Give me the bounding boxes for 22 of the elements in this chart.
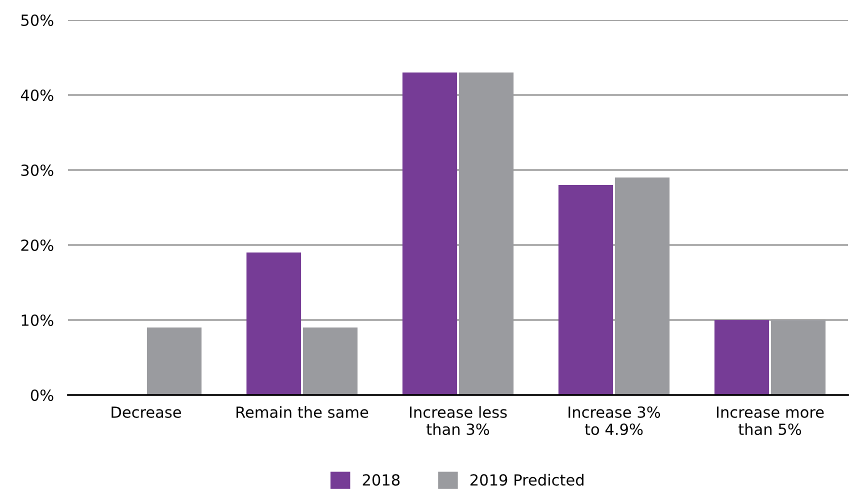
bar [402, 72, 458, 395]
y-tick-label: 40% [20, 89, 54, 102]
legend-label: 2018 [362, 474, 400, 486]
y-tick-label: 10% [22, 314, 54, 326]
bar [458, 72, 514, 395]
x-tick-label: Increase less than 3% [410, 406, 507, 436]
legend-label: 2019 Predicted [470, 474, 584, 486]
x-tick-label: Increase more than 5% [716, 406, 824, 436]
bar [302, 328, 358, 395]
bar [614, 178, 670, 395]
x-tick-label: Remain the same [236, 406, 368, 418]
bar [246, 252, 302, 395]
x-tick-label: Increase 3% to 4.9% [568, 406, 660, 436]
y-tick-label: 0% [30, 389, 54, 402]
y-tick-label: 30% [21, 164, 54, 176]
bar [558, 185, 614, 395]
bar [146, 328, 202, 395]
x-tick-label: Decrease [112, 406, 181, 418]
y-tick-label: 20% [21, 239, 54, 252]
y-tick-label: 50% [21, 14, 54, 26]
bar [770, 320, 826, 395]
bar [714, 320, 770, 395]
